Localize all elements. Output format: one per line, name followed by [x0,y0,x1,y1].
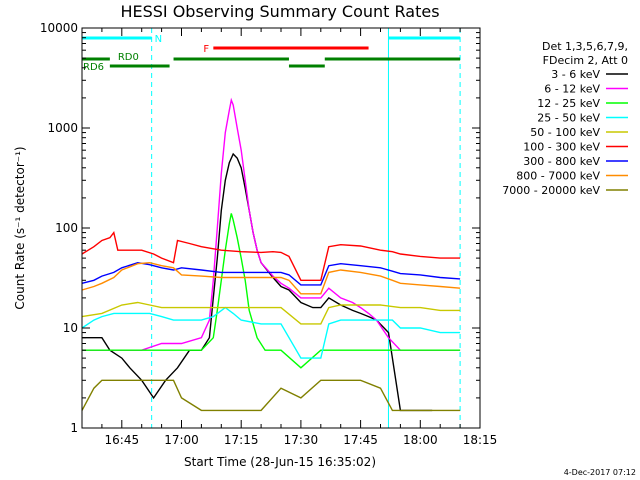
axes: 16:45 17:00 17:15 17:30 17:45 18:00 18:15 1 10 10… [40,21,497,447]
flag-label-3: RD6 [83,62,104,73]
legend-label-3: 25 - 50 keV [537,112,600,125]
legend-title-1: FDecim 2, Att 0 [543,54,628,67]
y-tick-label-4: 10000 [40,21,78,35]
legend-title-0: Det 1,3,5,6,7,9, [542,40,628,53]
y-tick-label-2: 100 [55,221,78,235]
flag-label-1: F [203,44,209,55]
x-axis-label: Start Time (28-Jun-15 16:35:02) [184,455,376,469]
series-line-0 [82,152,433,412]
chart-title: HESSI Observing Summary Count Rates [120,2,439,21]
series-line-7 [81,261,461,295]
legend-label-8: 7000 - 20000 keV [502,184,600,197]
y-tick-label-1: 10 [63,321,78,335]
legend-label-5: 100 - 300 keV [523,141,600,154]
legend-label-4: 50 - 100 keV [530,126,600,139]
series-line-8 [81,379,461,412]
x-tick-label-4: 17:45 [343,433,378,447]
plot-frame [81,27,481,429]
legend-label-0: 3 - 6 keV [551,68,600,81]
series-line-4 [81,301,461,325]
legend: Det 1,3,5,6,7,9,FDecim 2, Att 03 - 6 keV… [502,40,628,197]
series-line-1 [82,97,461,351]
legend-label-1: 6 - 12 keV [544,83,600,96]
footer-timestamp: 4-Dec-2017 07:12 [564,468,636,477]
flag-label-0: N [155,34,162,45]
y-tick-label-0: 1 [70,421,78,435]
series-line-3 [81,306,461,359]
y-axis-label: Count Rate (s⁻¹ detector⁻¹) [13,146,27,309]
x-tick-label-0: 16:45 [105,433,140,447]
legend-label-6: 300 - 800 keV [523,155,600,168]
legend-label-7: 800 - 7000 keV [516,170,600,183]
x-tick-label-1: 17:00 [164,433,199,447]
x-tick-label-3: 17:30 [284,433,319,447]
x-tick-label-6: 18:15 [463,433,498,447]
series-line-5 [81,230,461,281]
series-line-2 [82,213,461,369]
plot-area: N F RD0 RD6 [81,28,461,428]
series-line-6 [81,261,461,286]
x-tick-label-5: 18:00 [403,433,438,447]
y-tick-label-3: 1000 [47,121,78,135]
legend-label-2: 12 - 25 keV [537,97,600,110]
flag-label-2: RD0 [118,52,139,63]
x-tick-label-2: 17:15 [224,433,259,447]
